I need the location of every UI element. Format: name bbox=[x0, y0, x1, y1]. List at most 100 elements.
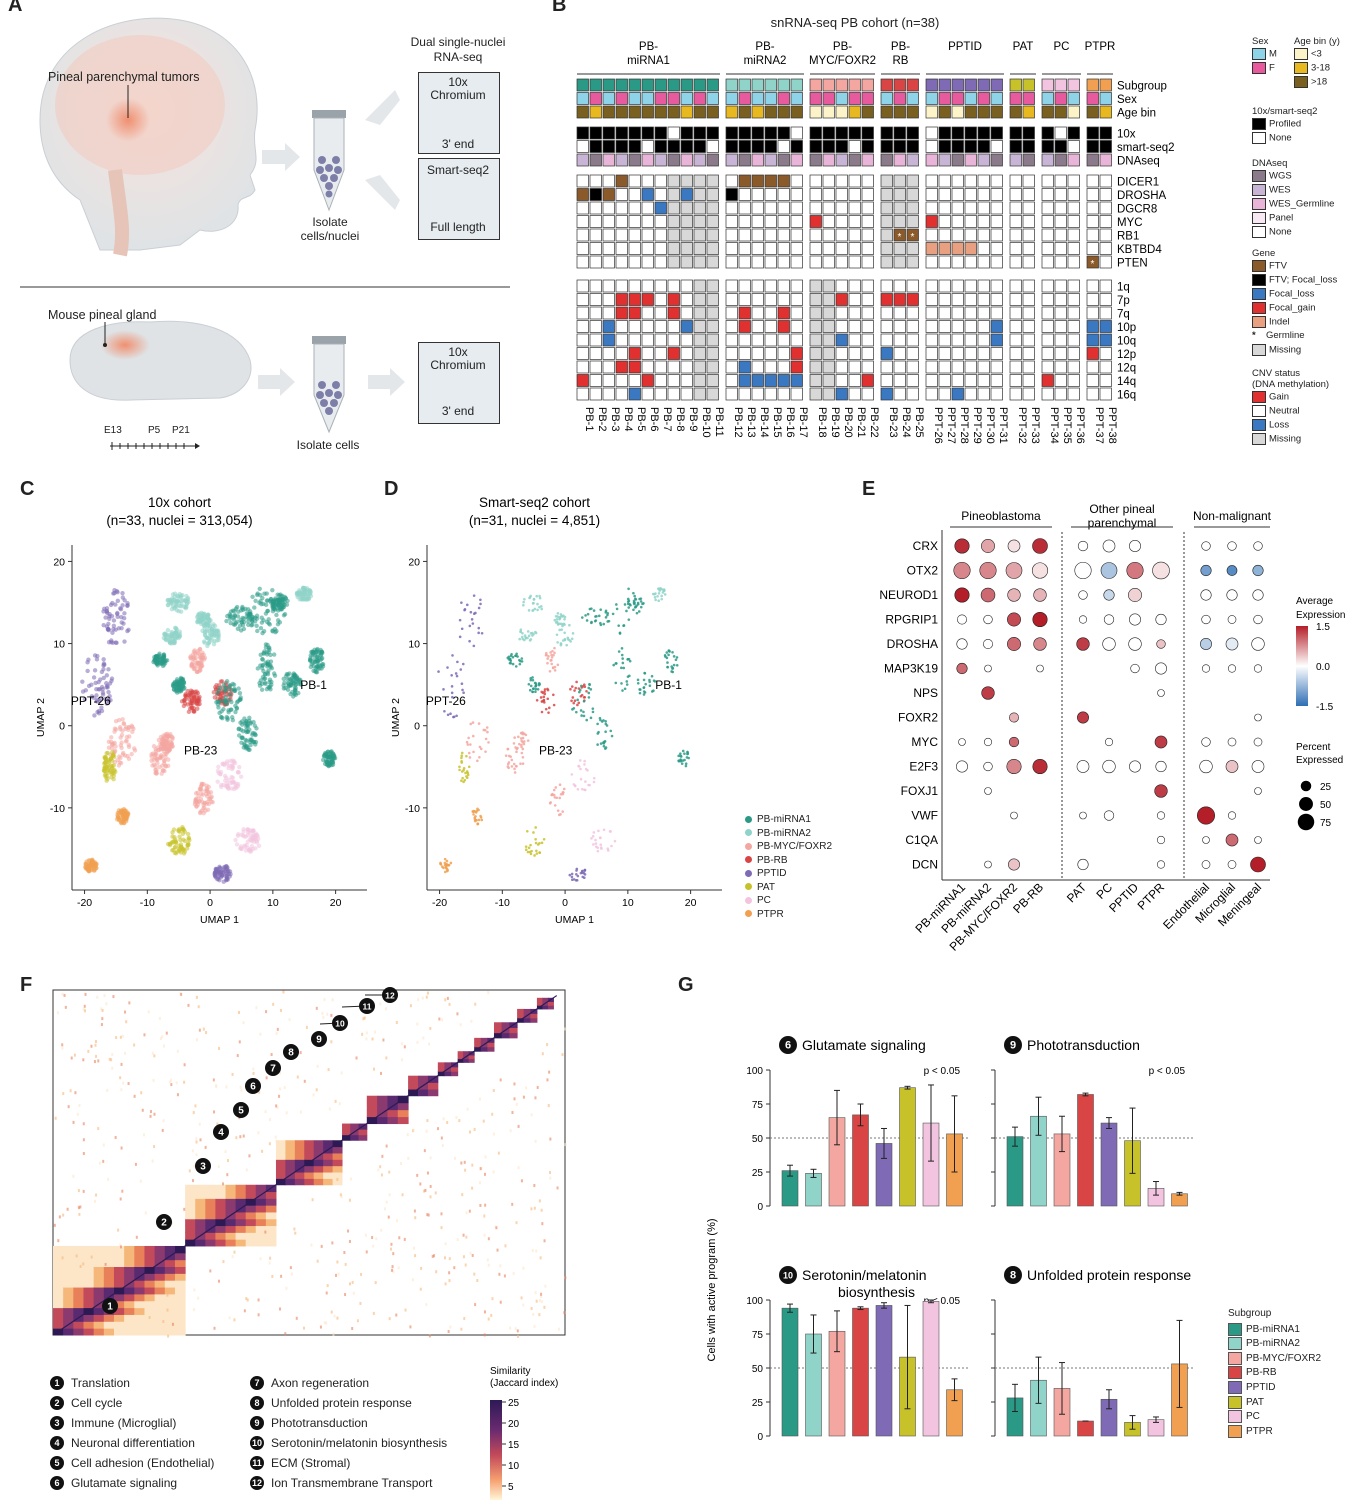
umap-point bbox=[131, 726, 136, 732]
heatmap-speckle bbox=[352, 1291, 355, 1295]
heatmap-cell bbox=[427, 1082, 439, 1090]
heatmap-cell bbox=[53, 1287, 64, 1295]
umap-point bbox=[577, 701, 581, 705]
umap-point bbox=[174, 603, 179, 609]
dotplot-gene-label: CRX bbox=[913, 539, 938, 553]
heatmap-cell bbox=[83, 1293, 95, 1302]
heatmap-speckle bbox=[161, 1128, 164, 1132]
oncoprint-cell bbox=[1099, 153, 1112, 167]
oncoprint-cell bbox=[1067, 360, 1080, 374]
heatmap-speckle bbox=[53, 1223, 56, 1227]
oncoprint-cell bbox=[764, 360, 777, 374]
heatmap-speckle bbox=[225, 1085, 228, 1089]
heatmap-cell bbox=[285, 1152, 296, 1160]
sample-label: PB-13 bbox=[745, 407, 757, 438]
umap-point bbox=[480, 631, 484, 635]
umap-point bbox=[672, 663, 676, 667]
umap-point bbox=[599, 742, 603, 745]
umap-point bbox=[178, 675, 184, 681]
oncoprint-cell bbox=[809, 306, 822, 320]
heatmap-cell bbox=[255, 1198, 267, 1206]
umap-point bbox=[295, 681, 300, 686]
heatmap-speckle bbox=[426, 1119, 429, 1123]
oncoprint-cell bbox=[861, 126, 874, 140]
oncoprint-cell bbox=[938, 105, 951, 119]
dotplot-dot bbox=[1201, 860, 1211, 869]
heatmap-speckle bbox=[400, 1161, 403, 1165]
oncoprint-cell bbox=[1099, 78, 1112, 92]
umap-point bbox=[559, 813, 562, 816]
sample-label: PPT-32 bbox=[1016, 407, 1028, 444]
oncoprint-cell bbox=[951, 228, 964, 242]
oncoprint-cell bbox=[576, 215, 589, 228]
oncoprint-cell bbox=[990, 140, 1003, 153]
heatmap-speckle bbox=[128, 1001, 131, 1005]
umap-point bbox=[579, 767, 582, 771]
heatmap-cell bbox=[418, 1089, 429, 1097]
oncoprint-cell bbox=[602, 347, 615, 360]
umap-point bbox=[320, 757, 326, 763]
umap-point bbox=[480, 818, 484, 822]
heatmap-speckle bbox=[119, 1035, 122, 1039]
group-header: PTPR bbox=[1085, 41, 1116, 53]
umap-point bbox=[300, 593, 306, 598]
umap-point bbox=[109, 735, 114, 740]
oncoprint-cell bbox=[790, 215, 803, 228]
umap-point bbox=[553, 804, 557, 807]
heatmap-cell bbox=[265, 1225, 277, 1233]
umap-point bbox=[125, 601, 130, 606]
oncoprint-cell bbox=[1067, 347, 1080, 360]
heatmap-speckle bbox=[56, 1011, 59, 1015]
oncoprint-cell bbox=[1054, 306, 1067, 320]
oncoprint-cell bbox=[589, 78, 602, 92]
umap-point bbox=[205, 807, 211, 812]
umap-point bbox=[570, 685, 574, 688]
oncoprint-cell bbox=[809, 333, 822, 347]
umap-point bbox=[217, 685, 223, 690]
oncoprint-cell bbox=[777, 105, 790, 119]
row-label: 12p bbox=[1117, 349, 1136, 361]
heatmap-speckle bbox=[448, 1002, 451, 1006]
oncoprint-cell bbox=[822, 126, 835, 140]
legend-label: FTV bbox=[1269, 260, 1287, 272]
oncoprint-cell bbox=[893, 78, 906, 92]
legend-item: None bbox=[1252, 132, 1317, 146]
umap-point bbox=[162, 758, 167, 763]
oncoprint-cell bbox=[764, 153, 777, 167]
oncoprint-cell bbox=[641, 153, 654, 167]
umap-point bbox=[249, 737, 254, 742]
heatmap-speckle bbox=[388, 1193, 391, 1197]
umap-point bbox=[556, 663, 560, 667]
umap-point bbox=[665, 651, 669, 654]
oncoprint-cell bbox=[738, 105, 751, 119]
program-name: Axon regeneration bbox=[271, 1375, 370, 1390]
heatmap-cell bbox=[408, 1082, 419, 1090]
umap-point bbox=[485, 726, 489, 729]
heatmap-cell bbox=[164, 1300, 176, 1309]
oncoprint-cell bbox=[628, 78, 641, 92]
heatmap-cell bbox=[124, 1328, 135, 1336]
oncoprint-cell bbox=[977, 78, 990, 92]
dotplot-dot bbox=[1104, 737, 1114, 747]
umap-point bbox=[531, 678, 535, 682]
row-label: Subgroup bbox=[1117, 81, 1167, 93]
umap-point bbox=[169, 641, 174, 646]
umap-point bbox=[535, 594, 539, 598]
umap-point bbox=[172, 845, 178, 850]
umap-point bbox=[591, 707, 595, 710]
umap-point bbox=[580, 870, 584, 873]
legend-title: DNAseq bbox=[1252, 158, 1288, 169]
heatmap-speckle bbox=[269, 1118, 272, 1122]
umap-annotation: PPT-26 bbox=[426, 694, 466, 708]
umap-point bbox=[524, 636, 528, 640]
umap-point bbox=[600, 720, 604, 723]
umap-point bbox=[302, 585, 308, 591]
oncoprint-cell bbox=[809, 320, 822, 333]
umap-point bbox=[558, 628, 561, 632]
oncoprint-cell bbox=[1041, 126, 1054, 140]
oncoprint-cell bbox=[1022, 201, 1035, 215]
umap-point bbox=[132, 748, 138, 753]
heatmap-speckle bbox=[279, 1087, 282, 1091]
oncoprint-cell bbox=[977, 242, 990, 255]
heatmap-cell bbox=[73, 1245, 84, 1254]
